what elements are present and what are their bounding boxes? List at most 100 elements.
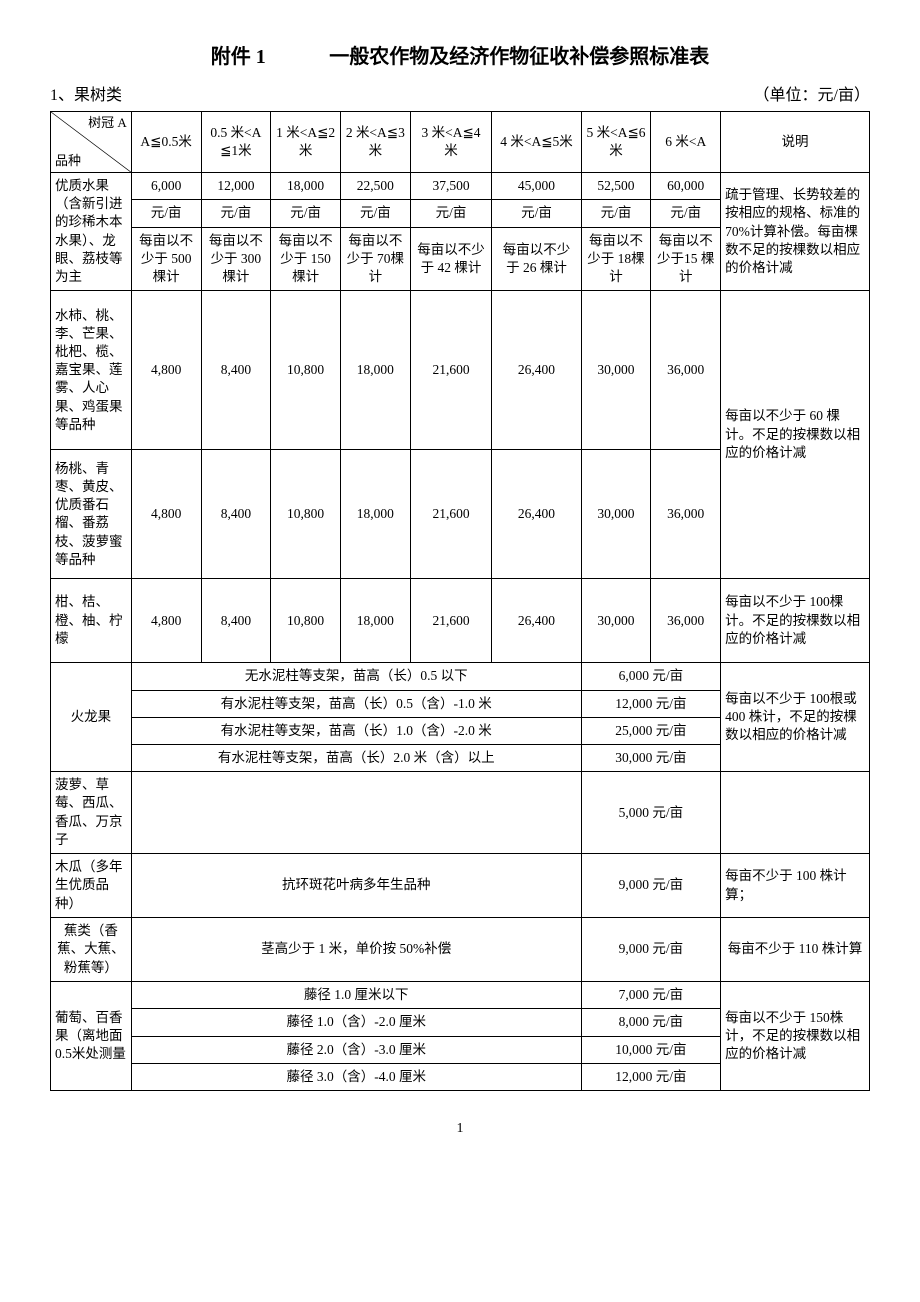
variety-name: 优质水果（含新引进的珍稀木本水果）、龙眼、荔枝等为主 xyxy=(51,173,132,291)
desc-cell: 藤径 1.0 厘米以下 xyxy=(131,982,581,1009)
cell: 每亩以不少于15 棵计 xyxy=(651,227,721,291)
desc-cell: 有水泥柱等支架，苗高（长）1.0（含）-2.0 米 xyxy=(131,717,581,744)
cell: 18,000 xyxy=(340,291,410,450)
cell: 26,400 xyxy=(492,291,581,450)
note-cell: 每亩不少于 110 株计算 xyxy=(721,918,870,982)
cell: 18,000 xyxy=(271,173,341,200)
cell: 元/亩 xyxy=(131,200,201,227)
note-cell: 每亩以不少于 100根或 400 株计，不足的按棵数以相应的价格计减 xyxy=(721,663,870,772)
note-cell: 每亩以不少于 150株计，不足的按棵数以相应的价格计减 xyxy=(721,982,870,1091)
cell: 元/亩 xyxy=(492,200,581,227)
document-title: 一般农作物及经济作物征收补偿参照标准表 xyxy=(329,40,709,69)
value-cell: 12,000 元/亩 xyxy=(581,690,720,717)
variety-name: 葡萄、百香果（离地面 0.5米处测量 xyxy=(51,982,132,1091)
value-cell: 6,000 元/亩 xyxy=(581,663,720,690)
cell: 元/亩 xyxy=(271,200,341,227)
col-header: 2 米<A≦3 米 xyxy=(340,112,410,173)
cell: 10,800 xyxy=(271,450,341,579)
col-header-note: 说明 xyxy=(721,112,870,173)
variety-name: 杨桃、青枣、黄皮、优质番石榴、番荔枝、菠萝蜜等品种 xyxy=(51,450,132,579)
cell: 60,000 xyxy=(651,173,721,200)
variety-name: 水柿、桃、李、芒果、枇杷、榄、嘉宝果、莲雾、人心果、鸡蛋果等品种 xyxy=(51,291,132,450)
cell: 10,800 xyxy=(271,291,341,450)
diag-bot: 品种 xyxy=(55,152,81,170)
desc-cell: 藤径 3.0（含）-4.0 厘米 xyxy=(131,1063,581,1090)
variety-name: 木瓜（多年生优质品种） xyxy=(51,854,132,918)
desc-cell: 藤径 2.0（含）-3.0 厘米 xyxy=(131,1036,581,1063)
desc-cell: 茎高少于 1 米，单价按 50%补偿 xyxy=(131,918,581,982)
cell: 45,000 xyxy=(492,173,581,200)
cell: 6,000 xyxy=(131,173,201,200)
value-cell: 25,000 元/亩 xyxy=(581,717,720,744)
cell: 元/亩 xyxy=(581,200,651,227)
col-header: 4 米<A≦5米 xyxy=(492,112,581,173)
cell: 4,800 xyxy=(131,291,201,450)
table-row: 木瓜（多年生优质品种） 抗环斑花叶病多年生品种 9,000 元/亩 每亩不少于 … xyxy=(51,854,870,918)
desc-cell: 有水泥柱等支架，苗高（长）2.0 米（含）以上 xyxy=(131,744,581,771)
table-row: 葡萄、百香果（离地面 0.5米处测量 藤径 1.0 厘米以下 7,000 元/亩… xyxy=(51,982,870,1009)
table-row: 水柿、桃、李、芒果、枇杷、榄、嘉宝果、莲雾、人心果、鸡蛋果等品种 4,800 8… xyxy=(51,291,870,450)
unit-label: （单位：元/亩） xyxy=(754,81,870,105)
col-header: 5 米<A≦6 米 xyxy=(581,112,651,173)
cell: 元/亩 xyxy=(410,200,492,227)
desc-cell: 无水泥柱等支架，苗高（长）0.5 以下 xyxy=(131,663,581,690)
col-header: 0.5 米<A≦1米 xyxy=(201,112,271,173)
cell: 10,800 xyxy=(271,579,341,663)
cell: 36,000 xyxy=(651,450,721,579)
value-cell: 10,000 元/亩 xyxy=(581,1036,720,1063)
table-row: 蕉类（香蕉、大蕉、粉蕉等） 茎高少于 1 米，单价按 50%补偿 9,000 元… xyxy=(51,918,870,982)
compensation-table: 树冠 A 品种 A≦0.5米 0.5 米<A≦1米 1 米<A≦2 米 2 米<… xyxy=(50,111,870,1091)
value-cell: 9,000 元/亩 xyxy=(581,918,720,982)
value-cell: 9,000 元/亩 xyxy=(581,854,720,918)
col-header: 3 米<A≦4 米 xyxy=(410,112,492,173)
note-cell xyxy=(721,772,870,854)
cell: 每亩以不少于 500棵计 xyxy=(131,227,201,291)
note-cell: 疏于管理、长势较差的按相应的规格、标准的 70%计算补偿。每亩棵数不足的按棵数以… xyxy=(721,173,870,291)
cell: 8,400 xyxy=(201,579,271,663)
note-cell: 每亩以不少于 100棵计。不足的按棵数以相应的价格计减 xyxy=(721,579,870,663)
desc-cell: 藤径 1.0（含）-2.0 厘米 xyxy=(131,1009,581,1036)
cell: 12,000 xyxy=(201,173,271,200)
attachment-label: 附件 1 xyxy=(211,40,266,69)
cell: 每亩以不少于 150棵计 xyxy=(271,227,341,291)
cell: 8,400 xyxy=(201,291,271,450)
cell: 每亩以不少于 18棵计 xyxy=(581,227,651,291)
cell: 21,600 xyxy=(410,450,492,579)
cell: 30,000 xyxy=(581,579,651,663)
desc-cell xyxy=(131,772,581,854)
cell: 每亩以不少于 300棵计 xyxy=(201,227,271,291)
desc-cell: 抗环斑花叶病多年生品种 xyxy=(131,854,581,918)
value-cell: 30,000 元/亩 xyxy=(581,744,720,771)
table-header-row: 树冠 A 品种 A≦0.5米 0.5 米<A≦1米 1 米<A≦2 米 2 米<… xyxy=(51,112,870,173)
desc-cell: 有水泥柱等支架，苗高（长）0.5（含）-1.0 米 xyxy=(131,690,581,717)
cell: 26,400 xyxy=(492,450,581,579)
cell: 每亩以不少于 70棵计 xyxy=(340,227,410,291)
col-header: 6 米<A xyxy=(651,112,721,173)
table-row: 火龙果 无水泥柱等支架，苗高（长）0.5 以下 6,000 元/亩 每亩以不少于… xyxy=(51,663,870,690)
table-row: 柑、桔、橙、柚、柠檬 4,800 8,400 10,800 18,000 21,… xyxy=(51,579,870,663)
value-cell: 7,000 元/亩 xyxy=(581,982,720,1009)
value-cell: 5,000 元/亩 xyxy=(581,772,720,854)
note-cell: 每亩以不少于 60 棵计。不足的按棵数以相应的价格计减 xyxy=(721,291,870,579)
note-cell: 每亩不少于 100 株计算； xyxy=(721,854,870,918)
cell: 36,000 xyxy=(651,291,721,450)
cell: 21,600 xyxy=(410,579,492,663)
table-row: 菠萝、草莓、西瓜、香瓜、万京子 5,000 元/亩 xyxy=(51,772,870,854)
cell: 元/亩 xyxy=(340,200,410,227)
col-header: A≦0.5米 xyxy=(131,112,201,173)
table-row: 优质水果（含新引进的珍稀木本水果）、龙眼、荔枝等为主 6,000 12,000 … xyxy=(51,173,870,200)
variety-name: 蕉类（香蕉、大蕉、粉蕉等） xyxy=(51,918,132,982)
col-header: 1 米<A≦2 米 xyxy=(271,112,341,173)
variety-name: 菠萝、草莓、西瓜、香瓜、万京子 xyxy=(51,772,132,854)
section-number: 1、果树类 xyxy=(50,81,122,105)
cell: 18,000 xyxy=(340,579,410,663)
document-header: 附件 1 一般农作物及经济作物征收补偿参照标准表 xyxy=(50,40,870,69)
variety-name: 火龙果 xyxy=(51,663,132,772)
diag-top: 树冠 A xyxy=(88,114,127,132)
cell: 18,000 xyxy=(340,450,410,579)
cell: 元/亩 xyxy=(651,200,721,227)
value-cell: 12,000 元/亩 xyxy=(581,1063,720,1090)
cell: 每亩以不少于 42 棵计 xyxy=(410,227,492,291)
cell: 36,000 xyxy=(651,579,721,663)
cell: 21,600 xyxy=(410,291,492,450)
